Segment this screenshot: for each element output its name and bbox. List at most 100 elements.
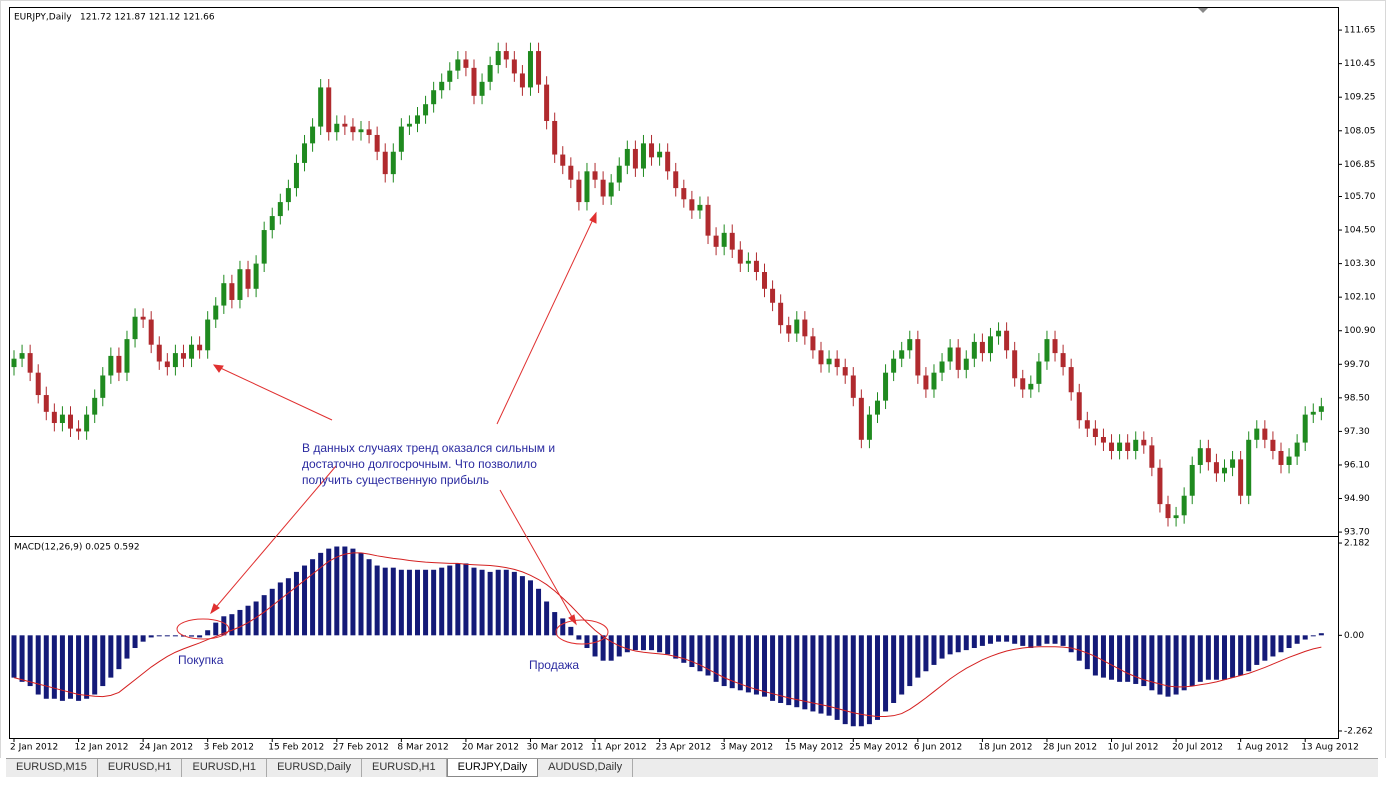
macd-bar <box>931 635 937 665</box>
candle-body <box>576 179 582 203</box>
candle-body <box>253 263 259 289</box>
macd-bar <box>1254 635 1260 665</box>
candle-body <box>148 319 154 345</box>
tab[interactable]: EURUSD,M15 <box>6 759 98 777</box>
y-tick-label: 99.70 <box>1344 360 1370 370</box>
macd-bar <box>245 605 251 636</box>
candle-body <box>947 347 953 362</box>
candle-body <box>681 188 687 200</box>
x-tick-label: 10 Jul 2012 <box>1108 743 1159 753</box>
macd-bar <box>1109 635 1115 680</box>
candle-body <box>915 339 921 376</box>
candle-body <box>1012 350 1018 379</box>
candle-body <box>616 165 622 183</box>
candle-body <box>778 302 784 326</box>
macd-bar <box>1068 635 1074 653</box>
macd-bar <box>996 635 1002 642</box>
macd-bar <box>439 567 445 636</box>
candle-body <box>1076 392 1082 421</box>
candle-body <box>1149 445 1155 468</box>
candle-body <box>568 165 574 180</box>
macd-bar <box>1052 635 1058 644</box>
macd-bar <box>810 635 816 712</box>
macd-bar <box>221 616 227 636</box>
candle-body <box>511 59 517 74</box>
candle-body <box>164 361 170 368</box>
candle-body <box>729 232 735 250</box>
macd-bar <box>874 635 880 720</box>
macd-bar <box>59 635 65 701</box>
candle-body <box>592 171 598 180</box>
macd-bar <box>511 571 517 636</box>
x-tick-label: 1 Aug 2012 <box>1237 743 1289 753</box>
macd-bar <box>213 622 219 636</box>
macd-bar <box>866 635 872 725</box>
macd-bar <box>76 635 82 701</box>
macd-bar <box>608 635 614 661</box>
candle-body <box>156 344 162 362</box>
macd-bar <box>277 582 283 636</box>
candle-body <box>874 400 880 415</box>
tab[interactable]: EURJPY,Daily <box>446 759 539 777</box>
macd-bar <box>116 635 122 670</box>
candle-body <box>423 104 429 116</box>
macd-bar <box>197 635 203 638</box>
candle-body <box>971 341 977 359</box>
candle-body <box>883 372 889 401</box>
macd-bar <box>842 635 848 725</box>
candle-body <box>374 134 380 152</box>
macd-bar <box>713 635 719 682</box>
macd-bar <box>140 635 146 642</box>
tab[interactable]: EURUSD,H1 <box>362 759 447 777</box>
tab-bar: EURUSD,M15 EURUSD,H1 EURUSD,H1 EURUSD,Daily… <box>6 758 1378 777</box>
x-tick-label: 3 Feb 2012 <box>204 743 254 753</box>
y-tick-label: 96.10 <box>1344 460 1370 470</box>
macd-bar <box>382 567 388 636</box>
macd-bar <box>495 569 501 636</box>
tab[interactable]: EURUSD,H1 <box>182 759 268 777</box>
candle-body <box>92 397 98 415</box>
candle-body <box>213 305 219 320</box>
arrow <box>496 212 597 425</box>
tab[interactable]: EURUSD,H1 <box>98 759 183 777</box>
candle-body <box>293 162 299 189</box>
x-tick-label: 28 Jun 2012 <box>1043 743 1097 753</box>
macd-bar <box>697 635 703 672</box>
macd-bar <box>1100 635 1106 678</box>
macd-bar <box>1246 635 1252 672</box>
macd-bar <box>471 567 477 636</box>
macd-bar <box>1165 635 1171 697</box>
tab[interactable]: AUDUSD,Daily <box>538 759 634 777</box>
note-line: В данных случаях тренд оказался сильным … <box>302 441 555 455</box>
y-tick-label: 2.182 <box>1344 539 1370 549</box>
candle-body <box>1052 339 1058 354</box>
macd-bar <box>689 635 695 668</box>
tab[interactable]: EURUSD,Daily <box>267 759 363 777</box>
candle-body <box>43 395 49 412</box>
arrowhead <box>212 364 224 373</box>
candle-body <box>1036 361 1042 384</box>
candle-body <box>560 154 566 166</box>
candle-body <box>1117 442 1123 451</box>
x-tick-label: 12 Jan 2012 <box>75 743 129 753</box>
candle-body <box>180 353 186 359</box>
macd-bar <box>205 630 211 636</box>
candle-body <box>132 316 138 340</box>
candle-body <box>866 414 872 440</box>
candle-body <box>1246 439 1252 496</box>
candle-body <box>447 70 453 82</box>
macd-bar <box>939 635 945 659</box>
candle-body <box>326 87 332 133</box>
macd-bar <box>834 635 840 720</box>
candle-body <box>1310 411 1316 415</box>
candle-body <box>899 350 905 359</box>
macd-bar <box>576 635 582 640</box>
macd-bar <box>302 565 308 636</box>
macd-bar <box>858 635 864 727</box>
x-tick-label: 20 Mar 2012 <box>462 743 519 753</box>
macd-bar <box>568 626 574 636</box>
page-border <box>0 0 1386 758</box>
candle-body <box>124 339 130 373</box>
macd-bar <box>423 569 429 636</box>
macd-bar <box>293 571 299 636</box>
